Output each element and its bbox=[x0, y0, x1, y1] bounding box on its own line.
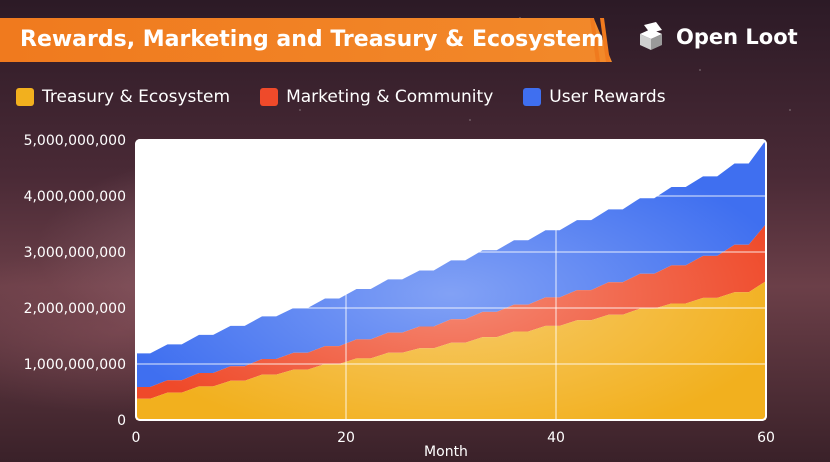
x-tick-label: 40 bbox=[547, 430, 565, 446]
banner-stripe bbox=[590, 18, 600, 62]
legend-label-user-rewards: User Rewards bbox=[549, 87, 666, 107]
x-tick-label: 20 bbox=[337, 430, 355, 446]
y-tick-label: 2,000,000,000 bbox=[24, 301, 126, 317]
y-tick-label: 5,000,000,000 bbox=[24, 133, 126, 149]
title-banner bbox=[0, 18, 612, 62]
legend-item-treasury: Treasury & Ecosystem bbox=[16, 87, 230, 107]
legend-swatch-treasury bbox=[16, 88, 34, 106]
y-tick-label: 1,000,000,000 bbox=[24, 357, 126, 373]
y-tick-label: 4,000,000,000 bbox=[24, 189, 126, 205]
loot-box-icon bbox=[640, 22, 662, 50]
brand-name: Open Loot bbox=[676, 25, 798, 49]
legend-swatch-marketing bbox=[260, 88, 279, 106]
legend-label-marketing: Marketing & Community bbox=[286, 87, 494, 107]
x-tick-label: 60 bbox=[757, 430, 775, 446]
brand-logo: Open Loot bbox=[636, 22, 798, 52]
chart-legend: Treasury & Ecosystem Marketing & Communi… bbox=[16, 87, 696, 107]
y-tick-label: 0 bbox=[117, 413, 126, 429]
plot-glow bbox=[136, 140, 766, 420]
chart-title: Rewards, Marketing and Treasury & Ecosys… bbox=[20, 27, 605, 52]
plot-border bbox=[135, 139, 767, 421]
x-tick-label: 0 bbox=[132, 430, 141, 446]
legend-item-marketing: Marketing & Community bbox=[260, 87, 493, 107]
banner-stripe bbox=[600, 18, 610, 62]
legend-swatch-user-rewards bbox=[523, 88, 542, 106]
legend-label-treasury: Treasury & Ecosystem bbox=[42, 87, 231, 107]
y-tick-label: 3,000,000,000 bbox=[24, 245, 126, 261]
legend-item-user-rewards: User Rewards bbox=[523, 87, 666, 107]
x-axis-title: Month bbox=[424, 444, 468, 460]
